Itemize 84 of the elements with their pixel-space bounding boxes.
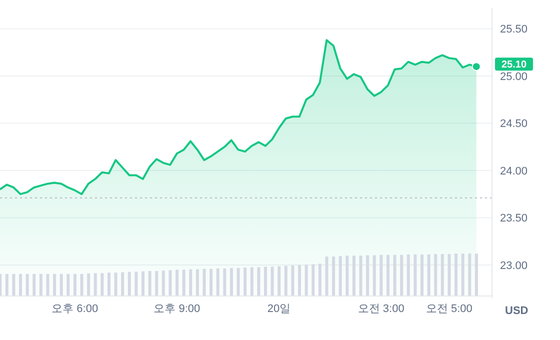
bar bbox=[434, 254, 438, 296]
bar bbox=[440, 254, 444, 296]
bar bbox=[32, 274, 36, 296]
bar bbox=[100, 273, 104, 296]
bar bbox=[312, 264, 315, 296]
bar bbox=[155, 270, 158, 296]
x-tick-label: 오후 9:00 bbox=[154, 302, 200, 315]
bar bbox=[386, 254, 390, 296]
bar bbox=[244, 268, 247, 296]
bar bbox=[414, 254, 417, 296]
bar bbox=[94, 273, 97, 296]
bar bbox=[0, 274, 2, 296]
bar bbox=[223, 268, 226, 296]
bar bbox=[5, 274, 8, 296]
bar bbox=[304, 264, 308, 296]
y-tick-label: 25.00 bbox=[500, 70, 528, 83]
bar bbox=[250, 267, 254, 296]
bar bbox=[134, 272, 138, 296]
y-tick-label: 23.00 bbox=[500, 260, 528, 272]
x-tick-label: 20일 bbox=[267, 302, 291, 315]
bar bbox=[359, 256, 362, 296]
bar bbox=[73, 274, 76, 296]
y-tick-label: 25.50 bbox=[500, 24, 528, 36]
bar bbox=[264, 266, 267, 296]
bar bbox=[448, 254, 451, 296]
bar bbox=[406, 254, 410, 296]
x-tick-label: 오전 3:00 bbox=[358, 302, 404, 315]
bar bbox=[420, 254, 424, 296]
bar bbox=[148, 270, 152, 296]
bar bbox=[284, 266, 288, 296]
bar bbox=[46, 274, 50, 296]
bar bbox=[332, 256, 336, 296]
bar bbox=[257, 267, 260, 296]
bar bbox=[176, 270, 179, 296]
y-tick-label: 23.50 bbox=[500, 212, 528, 225]
bar bbox=[318, 264, 322, 296]
bar bbox=[142, 271, 144, 296]
bar bbox=[114, 272, 118, 296]
bar bbox=[400, 254, 404, 296]
bar bbox=[53, 274, 56, 296]
bar bbox=[338, 256, 342, 296]
bar bbox=[87, 274, 90, 296]
bar bbox=[162, 270, 165, 296]
bar bbox=[60, 274, 63, 296]
bar bbox=[270, 266, 274, 296]
bar bbox=[210, 268, 213, 296]
bar bbox=[80, 274, 84, 296]
bar bbox=[12, 274, 16, 296]
bar bbox=[461, 254, 464, 296]
bar bbox=[454, 254, 458, 296]
bar bbox=[427, 254, 430, 296]
bar bbox=[236, 268, 240, 296]
y-tick-label: 24.50 bbox=[500, 118, 528, 130]
bar bbox=[352, 256, 356, 296]
bar bbox=[128, 272, 131, 296]
bar bbox=[393, 254, 396, 296]
bar bbox=[189, 269, 192, 296]
x-tick-label: 오전 5:00 bbox=[426, 302, 472, 315]
x-tick-label: 오후 6:00 bbox=[52, 302, 98, 315]
bar bbox=[325, 256, 328, 296]
bar bbox=[366, 255, 370, 296]
bar bbox=[202, 268, 206, 296]
y-tick-label: 24.00 bbox=[500, 165, 528, 178]
bar bbox=[291, 265, 294, 296]
bar bbox=[468, 254, 472, 296]
bar bbox=[19, 274, 22, 296]
bar bbox=[380, 254, 383, 296]
bar bbox=[298, 265, 302, 296]
bar bbox=[196, 269, 199, 296]
bar bbox=[107, 272, 110, 296]
bar bbox=[230, 268, 233, 296]
bar bbox=[39, 274, 42, 296]
bar bbox=[182, 270, 186, 296]
bar bbox=[216, 268, 220, 296]
bar bbox=[121, 272, 124, 296]
bar bbox=[66, 274, 70, 296]
y-axis-title: USD bbox=[505, 305, 528, 317]
bar bbox=[168, 270, 172, 296]
bar bbox=[372, 255, 376, 296]
bar bbox=[346, 256, 349, 296]
bar bbox=[474, 254, 478, 296]
bar bbox=[278, 266, 281, 296]
bar bbox=[26, 274, 29, 296]
text: 25.10 bbox=[501, 60, 527, 71]
